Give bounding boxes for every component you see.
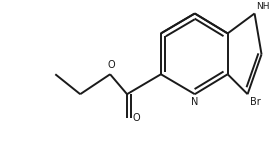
Text: Br: Br [250,97,260,107]
Text: O: O [107,60,115,70]
Text: O: O [132,113,140,123]
Text: N: N [191,97,198,107]
Text: NH: NH [257,3,270,12]
